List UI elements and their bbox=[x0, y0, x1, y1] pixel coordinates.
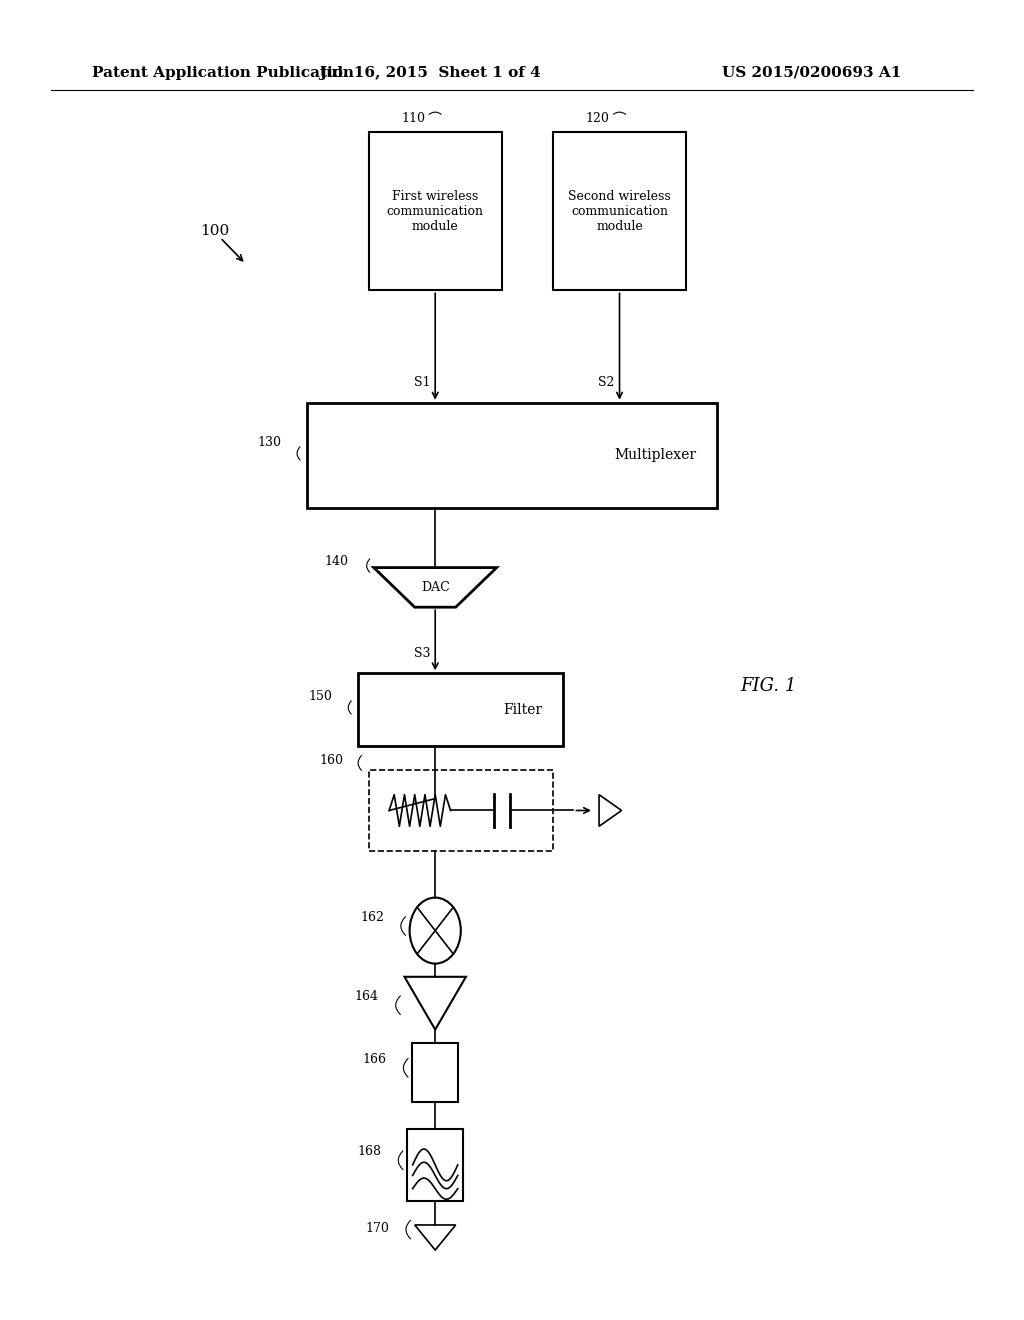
Text: 100: 100 bbox=[200, 224, 229, 238]
Text: 140: 140 bbox=[325, 554, 348, 568]
Text: 164: 164 bbox=[355, 990, 379, 1003]
Text: 160: 160 bbox=[319, 754, 343, 767]
Text: 120: 120 bbox=[586, 112, 609, 125]
Text: First wireless
communication
module: First wireless communication module bbox=[387, 190, 483, 232]
Text: S3: S3 bbox=[414, 647, 430, 660]
Text: FIG. 1: FIG. 1 bbox=[739, 677, 797, 696]
Bar bbox=[412, 1043, 458, 1102]
Text: 130: 130 bbox=[258, 436, 282, 449]
Bar bbox=[553, 132, 686, 290]
Text: DAC: DAC bbox=[421, 581, 450, 594]
Text: Multiplexer: Multiplexer bbox=[614, 449, 696, 462]
Text: S2: S2 bbox=[598, 376, 614, 389]
Polygon shape bbox=[599, 795, 622, 826]
Text: 166: 166 bbox=[362, 1053, 386, 1065]
Text: Jul. 16, 2015  Sheet 1 of 4: Jul. 16, 2015 Sheet 1 of 4 bbox=[319, 66, 541, 79]
Text: 150: 150 bbox=[309, 690, 333, 702]
Polygon shape bbox=[374, 568, 497, 607]
Bar bbox=[369, 132, 502, 290]
Text: 170: 170 bbox=[366, 1222, 389, 1236]
Polygon shape bbox=[415, 1225, 456, 1250]
Polygon shape bbox=[404, 977, 466, 1030]
Text: Filter: Filter bbox=[504, 702, 543, 717]
Bar bbox=[407, 1129, 463, 1201]
Bar bbox=[307, 403, 717, 508]
Text: 168: 168 bbox=[357, 1146, 381, 1158]
Text: US 2015/0200693 A1: US 2015/0200693 A1 bbox=[722, 66, 901, 79]
Text: 110: 110 bbox=[401, 112, 425, 125]
Text: Second wireless
communication
module: Second wireless communication module bbox=[568, 190, 671, 232]
Text: S1: S1 bbox=[414, 376, 430, 389]
Bar bbox=[358, 673, 563, 746]
Text: Patent Application Publication: Patent Application Publication bbox=[92, 66, 354, 79]
Bar bbox=[369, 770, 553, 851]
Text: 162: 162 bbox=[360, 911, 384, 924]
